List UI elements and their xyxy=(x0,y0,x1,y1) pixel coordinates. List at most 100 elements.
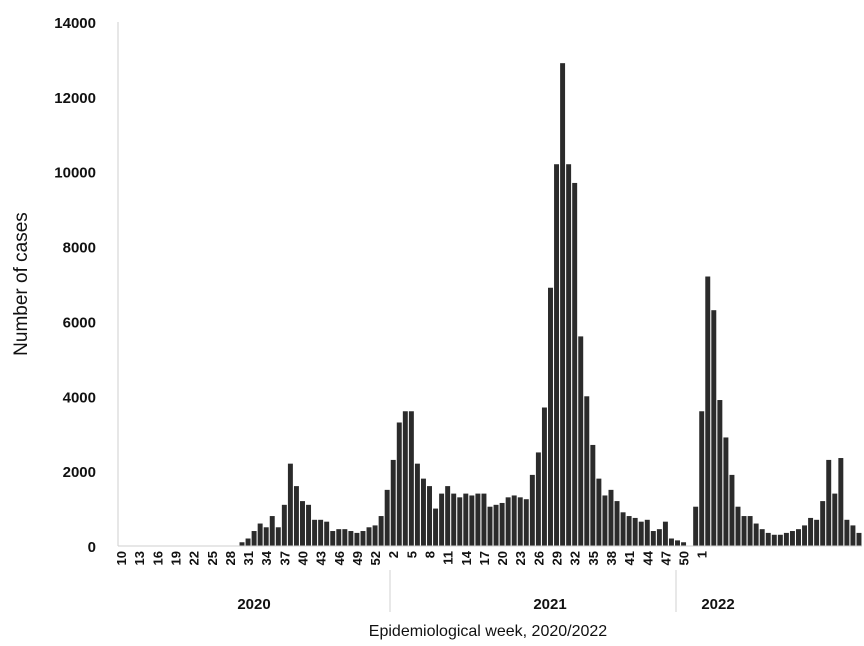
bar xyxy=(626,516,632,546)
bar xyxy=(300,501,305,546)
y-tick-labels: 0 2000 4000 6000 8000 10000 12000 14000 xyxy=(54,15,96,556)
bar xyxy=(759,529,765,546)
x-tick-label: 17 xyxy=(477,551,492,565)
x-tick-label: 37 xyxy=(277,551,292,565)
bar xyxy=(602,495,608,546)
bar xyxy=(820,501,826,546)
bar xyxy=(668,538,674,546)
bar xyxy=(293,486,299,546)
y-tick-label: 10000 xyxy=(54,165,96,182)
bar xyxy=(469,495,475,546)
bar xyxy=(408,411,414,546)
bar xyxy=(560,63,566,547)
x-tick-label: 20 xyxy=(495,551,510,565)
bar xyxy=(681,542,687,546)
x-tick-label: 50 xyxy=(677,551,692,565)
x-tick-label: 31 xyxy=(241,551,256,565)
bar xyxy=(735,506,741,546)
year-label: 2020 xyxy=(237,596,270,613)
bar xyxy=(493,504,499,546)
bar xyxy=(850,525,856,546)
bar xyxy=(777,534,783,546)
x-tick-label: 26 xyxy=(531,551,546,565)
bar xyxy=(566,164,572,547)
y-axis-label: Number of cases xyxy=(11,212,32,356)
bar xyxy=(632,517,638,546)
bar xyxy=(348,531,354,546)
bar xyxy=(729,474,735,546)
y-tick-label: 14000 xyxy=(54,15,96,32)
bar xyxy=(287,463,293,546)
bar xyxy=(517,497,523,546)
bar xyxy=(366,527,372,546)
bar xyxy=(796,529,801,546)
x-tick-label: 43 xyxy=(314,551,329,565)
bar xyxy=(439,493,445,546)
bar xyxy=(499,502,505,546)
x-tick-label: 38 xyxy=(604,551,619,565)
bar xyxy=(535,452,541,546)
x-tick-label: 23 xyxy=(513,551,528,565)
bar xyxy=(838,458,844,546)
bar xyxy=(402,411,408,546)
x-tick-label: 1 xyxy=(695,551,710,558)
x-tick-label: 29 xyxy=(550,551,565,565)
bar xyxy=(318,519,324,546)
y-tick-label: 2000 xyxy=(63,464,96,481)
bar xyxy=(451,493,457,546)
bar xyxy=(245,538,251,546)
bar xyxy=(650,531,656,546)
bar xyxy=(414,463,420,546)
bar xyxy=(445,486,451,546)
bar xyxy=(656,529,662,546)
x-tick-label: 5 xyxy=(404,551,419,558)
bar xyxy=(711,310,717,546)
x-tick-label: 25 xyxy=(205,551,220,565)
x-tick-label: 34 xyxy=(259,550,274,565)
bar xyxy=(541,407,547,546)
y-tick-label: 6000 xyxy=(63,314,96,331)
bar xyxy=(717,400,723,546)
bar xyxy=(463,493,469,546)
bar xyxy=(808,517,814,546)
bar xyxy=(675,540,680,546)
x-tick-label: 14 xyxy=(459,550,474,565)
bar xyxy=(487,506,493,546)
bar xyxy=(741,516,747,546)
bar xyxy=(396,422,402,546)
bar xyxy=(529,474,535,546)
bar xyxy=(275,527,281,546)
x-tick-label: 2 xyxy=(386,551,401,558)
y-tick-label: 4000 xyxy=(63,389,96,406)
x-tick-label: 16 xyxy=(150,551,165,565)
x-tick-label: 35 xyxy=(586,551,601,565)
bar xyxy=(511,495,517,546)
x-tick-label: 32 xyxy=(568,551,583,565)
bar xyxy=(802,525,808,546)
bar xyxy=(783,532,789,546)
bar xyxy=(608,489,614,546)
x-tick-label: 47 xyxy=(658,551,673,565)
bar xyxy=(312,519,318,546)
x-tick-label: 11 xyxy=(441,551,456,565)
bar xyxy=(263,527,269,546)
bar xyxy=(523,499,529,546)
bar xyxy=(856,532,862,546)
bar xyxy=(372,525,378,546)
bar xyxy=(662,521,668,546)
bar xyxy=(705,276,711,546)
bar xyxy=(771,534,777,546)
bar xyxy=(814,519,820,546)
x-tick-label: 41 xyxy=(622,551,637,565)
bars xyxy=(239,63,862,547)
bar xyxy=(584,396,590,546)
bar xyxy=(505,497,511,546)
x-tick-label: 10 xyxy=(114,551,129,565)
x-tick-label: 8 xyxy=(423,551,438,558)
bar xyxy=(433,508,439,546)
year-label: 2022 xyxy=(701,596,734,613)
bar xyxy=(324,521,330,546)
bar xyxy=(620,512,626,546)
year-labels: 2020 2021 2022 xyxy=(237,596,734,613)
